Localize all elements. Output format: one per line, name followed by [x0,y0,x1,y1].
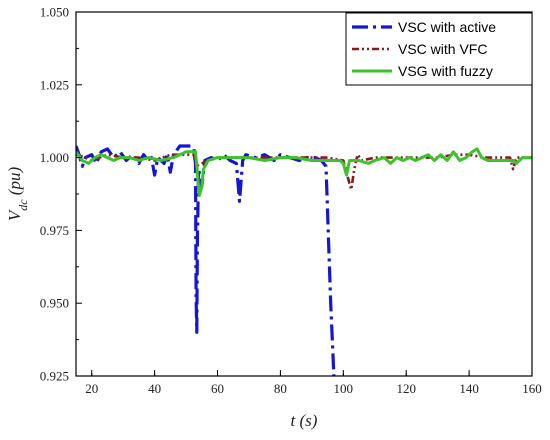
x-tick-label: 140 [459,381,479,396]
y-axis-title-unit: (pu) [5,167,24,200]
y-tick-label: 1.050 [40,5,69,20]
y-tick-label: 0.975 [40,223,69,238]
legend-label-2: VSG with fuzzy [398,63,493,79]
x-tick-label: 20 [85,381,98,396]
legend: VSC with active VSC with VFC VSG with fuzz… [345,12,533,86]
plot-frame [75,11,533,377]
y-axis-title: Vdc (pu) [5,167,30,222]
y-axis-title-main: V [5,208,24,221]
y-tick-label: 0.925 [40,369,69,384]
x-tick-label: 60 [211,381,224,396]
x-axis-title: t (s) [291,411,318,430]
series-layer [76,144,532,376]
y-tick-label: 1.000 [40,150,69,165]
x-tick-label: 40 [148,381,161,396]
x-tick-label: 120 [396,381,416,396]
series-line-2 [76,147,532,197]
legend-label-0: VSC with active [398,19,496,35]
y-axis-title-subscript: dc [16,199,30,211]
y-tick-label: 1.025 [40,77,69,92]
x-tick-label: 80 [274,381,287,396]
y-tick-label: 0.950 [40,296,69,311]
x-tick-label: 100 [334,381,354,396]
x-tick-label: 160 [522,381,542,396]
legend-label-1: VSC with VFC [398,41,487,57]
series-line-0 [76,144,336,376]
ticks-layer: 20 40 60 80 100 120 140 160 0.925 0.950 0.975 1.000… [40,5,542,397]
